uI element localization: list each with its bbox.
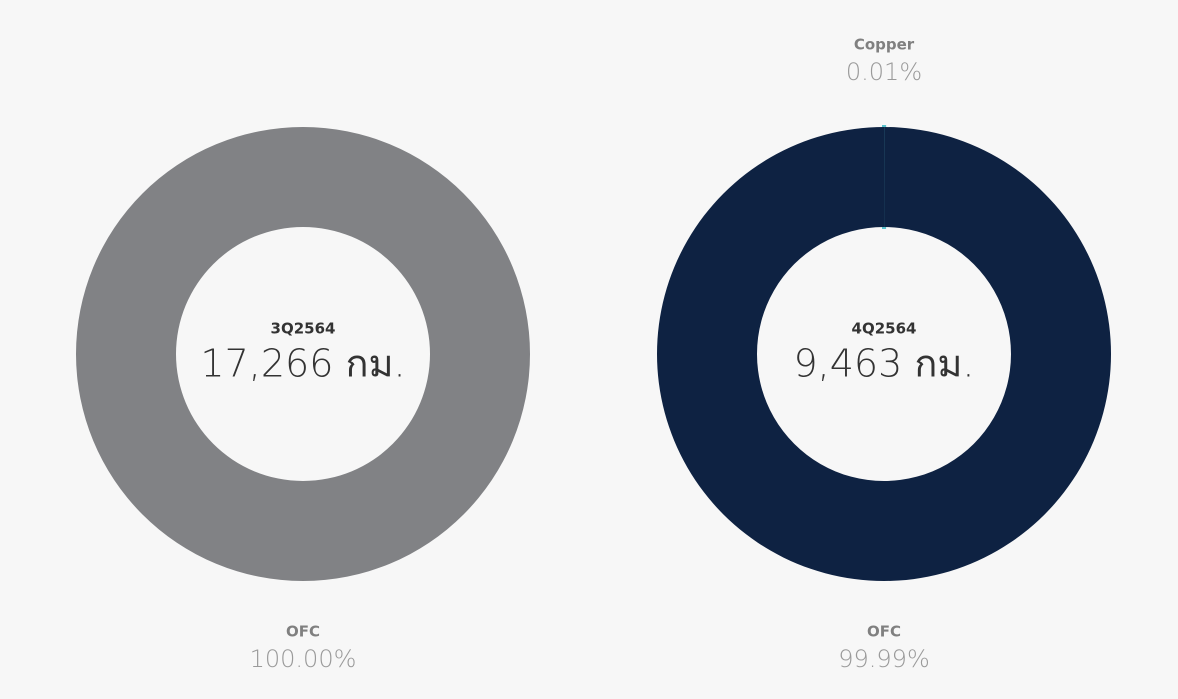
center-label: 3Q2564: [271, 320, 336, 338]
slice-value-label: 0.01%: [846, 58, 922, 86]
slice-label: OFC: [867, 623, 901, 641]
center-label: 4Q2564: [852, 320, 917, 338]
center-value: 9,463 กม.: [793, 342, 974, 386]
slice-value-label: 100.00%: [250, 645, 357, 673]
slice-value-label: 99.99%: [838, 645, 930, 673]
donut-slice: [76, 127, 530, 581]
slice-label: OFC: [286, 623, 320, 641]
slice-label: Copper: [854, 36, 915, 54]
donut-slice: [657, 127, 1112, 581]
center-value: 17,266 กม.: [200, 342, 405, 386]
